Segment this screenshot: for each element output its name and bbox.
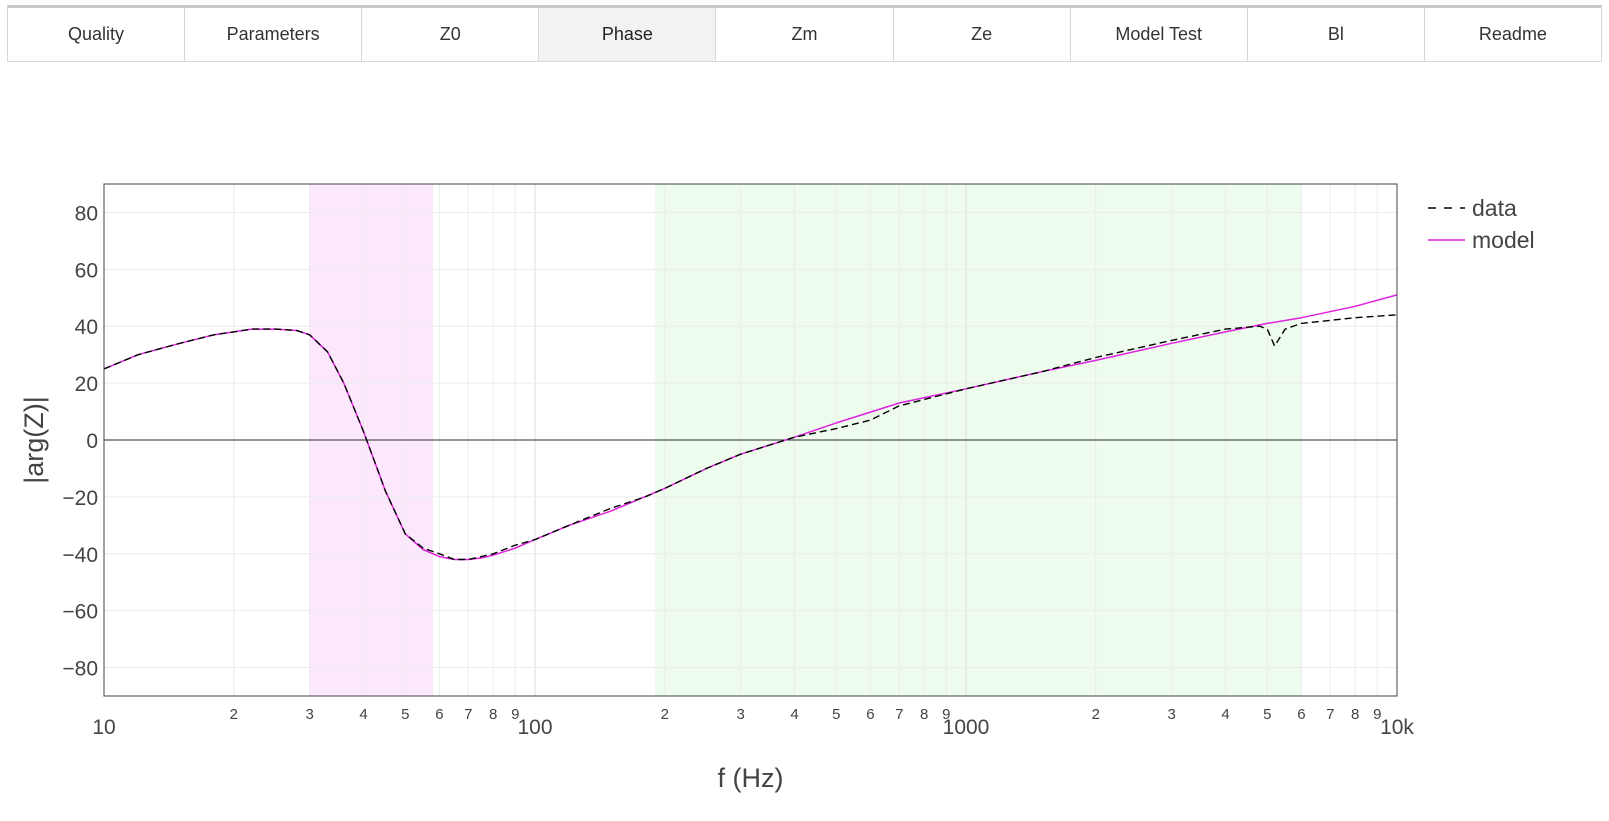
x-minor-tick-label: 6 <box>435 706 443 723</box>
legend-label-model: model <box>1472 227 1535 253</box>
y-tick-label: 40 <box>75 316 98 339</box>
y-tick-labels: 80 60 40 20 0 −20 −40 −60 −80 <box>62 202 98 680</box>
tab-readme[interactable]: Readme <box>1478 24 1547 44</box>
x-minor-tick-label: 5 <box>401 706 409 723</box>
legend: data model <box>1428 195 1535 253</box>
y-tick-label: −60 <box>62 601 98 624</box>
x-minor-tick-label: 8 <box>489 706 497 723</box>
y-tick-label: −20 <box>62 487 98 510</box>
y-tick-label: −80 <box>62 658 98 681</box>
tab-bar: Quality Parameters Z0 Phase Zm Ze Model … <box>7 5 1602 62</box>
plot-frame <box>103 183 1398 697</box>
x-minor-tick-label: 7 <box>895 706 903 723</box>
x-major-tick-label: 10k <box>1380 716 1414 739</box>
x-minor-tick-label: 6 <box>1297 706 1305 723</box>
x-minor-tick-label: 7 <box>464 706 472 723</box>
tab-bl[interactable]: Bl <box>1248 8 1425 61</box>
x-minor-tick-label: 2 <box>1092 706 1100 723</box>
tab-model-test[interactable]: Model Test <box>1071 8 1248 61</box>
x-minor-tick-label: 3 <box>1167 706 1175 723</box>
series-lines <box>103 294 1398 561</box>
x-minor-tick-label: 5 <box>832 706 840 723</box>
x-minor-tick-label: 7 <box>1326 706 1334 723</box>
y-tick-label: 0 <box>86 430 98 453</box>
x-minor-tick-label: 6 <box>866 706 874 723</box>
series-line-model <box>103 294 1398 561</box>
tab-parameters[interactable]: Parameters <box>185 8 363 61</box>
y-tick-label: 80 <box>75 202 98 225</box>
tab-z0[interactable]: Z0 <box>362 8 540 61</box>
x-major-tick-label: 10 <box>92 716 115 739</box>
tab-phase[interactable]: Phase <box>539 8 717 61</box>
x-minor-tick-label: 9 <box>942 706 950 723</box>
y-tick-label: 20 <box>75 373 98 396</box>
legend-label-data: data <box>1472 195 1517 221</box>
x-minor-tick-label: 3 <box>305 706 313 723</box>
x-minor-tick-label: 8 <box>1351 706 1359 723</box>
y-tick-label: 60 <box>75 259 98 282</box>
tab-zm[interactable]: Zm <box>716 8 894 61</box>
y-axis-title: |arg(Z)| <box>19 396 49 484</box>
x-major-tick-label: 1000 <box>943 716 990 739</box>
x-minor-tick-label: 2 <box>661 706 669 723</box>
x-minor-tick-label: 4 <box>359 706 367 723</box>
x-major-tick-label: 100 <box>517 716 552 739</box>
x-minor-tick-label: 5 <box>1263 706 1271 723</box>
y-tick-label: −40 <box>62 544 98 567</box>
x-minor-tick-label: 8 <box>920 706 928 723</box>
x-minor-tick-label: 9 <box>511 706 519 723</box>
x-minor-tick-label: 2 <box>230 706 238 723</box>
x-minor-tick-label: 4 <box>790 706 798 723</box>
x-minor-tick-label: 3 <box>736 706 744 723</box>
x-minor-tick-label: 9 <box>1373 706 1381 723</box>
tab-quality[interactable]: Quality <box>8 8 186 61</box>
series-line-data <box>103 314 1398 561</box>
x-minor-tick-label: 4 <box>1221 706 1229 723</box>
x-axis-title: f (Hz) <box>718 763 784 793</box>
tab-ze[interactable]: Ze <box>894 8 1071 61</box>
